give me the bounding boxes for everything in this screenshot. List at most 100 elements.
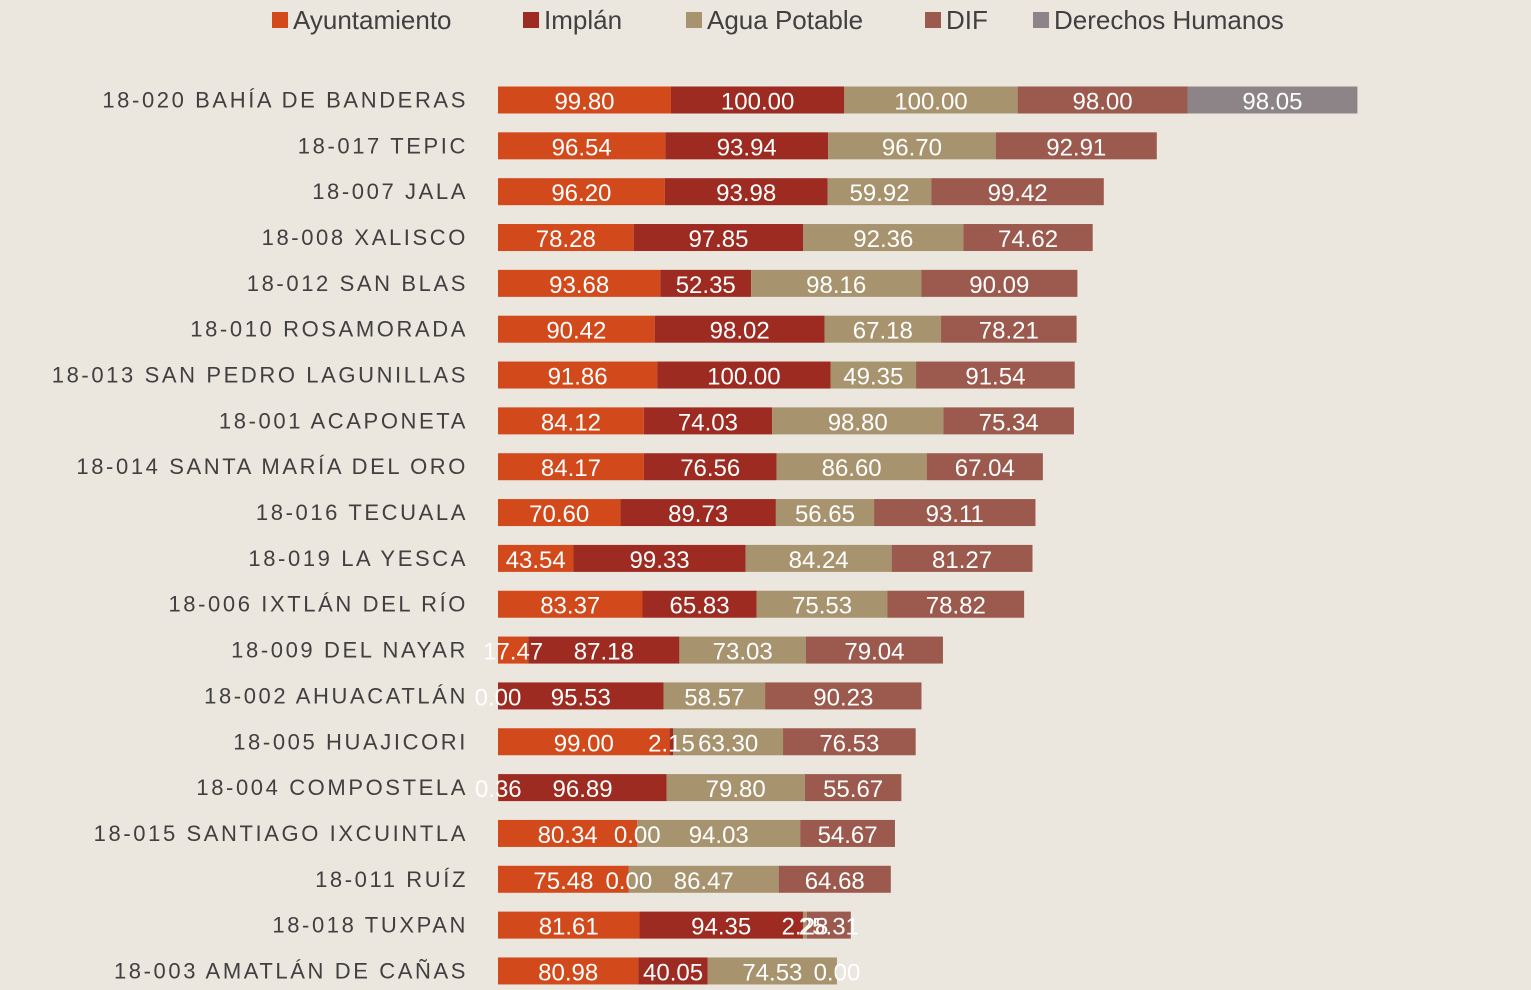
value-label: 100.00 xyxy=(894,89,967,116)
value-label: 97.85 xyxy=(688,226,748,253)
value-label: 100.00 xyxy=(721,89,794,116)
value-label: 79.80 xyxy=(706,776,766,803)
value-label: 0.00 xyxy=(475,684,522,711)
category-label: 18-015 SANTIAGO IXCUINTLA xyxy=(94,821,468,846)
bar-segment xyxy=(926,453,1043,481)
bar-segment xyxy=(498,86,671,114)
bar-segment xyxy=(637,819,801,847)
value-label: 94.03 xyxy=(689,822,749,849)
legend-label: Ayuntamiento xyxy=(293,5,452,35)
bar-segment xyxy=(891,544,1033,572)
category-label: 18-017 TEPIC xyxy=(298,133,468,158)
value-label: 96.89 xyxy=(553,776,613,803)
bar-segment xyxy=(921,269,1078,297)
bar-segment xyxy=(498,774,667,802)
value-label: 90.23 xyxy=(813,684,873,711)
value-label: 70.60 xyxy=(529,501,589,528)
bar-segment xyxy=(800,819,895,847)
value-label: 52.35 xyxy=(676,272,736,299)
bar-segment xyxy=(528,636,680,664)
category-label: 18-011 RUÍZ xyxy=(315,867,468,892)
bar-segment xyxy=(498,819,638,847)
value-label: 73.03 xyxy=(713,639,773,666)
bar-segment xyxy=(963,224,1093,252)
category-label: 18-004 COMPOSTELA xyxy=(196,775,468,800)
bar-segment xyxy=(931,178,1104,206)
value-label: 84.12 xyxy=(541,409,601,436)
bar-segment xyxy=(666,774,805,802)
legend-swatch xyxy=(272,12,288,28)
bar-segment xyxy=(498,315,655,343)
bar-segment xyxy=(643,407,773,435)
category-label: 18-001 ACAPONETA xyxy=(219,408,468,433)
bar-segment xyxy=(830,361,917,389)
value-label: 76.53 xyxy=(819,730,879,757)
legend-swatch xyxy=(523,12,539,28)
value-label: 100.00 xyxy=(707,364,780,391)
value-label: 93.11 xyxy=(926,501,984,528)
value-label: 98.05 xyxy=(1242,89,1302,116)
value-label: 93.68 xyxy=(549,272,609,299)
value-label: 86.60 xyxy=(822,455,882,482)
bar-segment xyxy=(573,544,746,572)
value-label: 96.54 xyxy=(552,134,612,161)
bar-segment xyxy=(498,911,640,939)
value-label: 74.62 xyxy=(998,226,1058,253)
value-label: 58.57 xyxy=(684,684,744,711)
category-label: 18-003 AMATLÁN DE CAÑAS xyxy=(114,958,468,983)
category-label: 18-010 ROSAMORADA xyxy=(190,317,468,342)
value-label: 55.67 xyxy=(823,776,883,803)
bar-segment xyxy=(498,636,529,664)
value-label: 56.65 xyxy=(795,501,855,528)
value-label: 98.80 xyxy=(828,409,888,436)
value-label: 79.04 xyxy=(844,639,904,666)
value-label: 64.68 xyxy=(805,868,865,895)
bar-segment xyxy=(498,682,664,710)
value-label: 25.31 xyxy=(799,914,859,941)
value-label: 17.47 xyxy=(483,639,543,666)
value-label: 43.54 xyxy=(506,547,566,574)
value-label: 84.17 xyxy=(541,455,601,482)
bar-segment xyxy=(498,407,644,435)
value-label: 92.91 xyxy=(1046,134,1106,161)
legend-swatch xyxy=(925,12,941,28)
bar-segment xyxy=(827,178,932,206)
category-label: 18-006 IXTLÁN DEL RÍO xyxy=(168,592,468,617)
value-label: 67.18 xyxy=(853,318,913,345)
bar-segment xyxy=(620,499,776,527)
bar-segment xyxy=(498,957,639,985)
legend-swatch xyxy=(1033,12,1049,28)
value-label: 89.73 xyxy=(668,501,728,528)
bar-segment xyxy=(745,544,892,572)
value-label: 93.98 xyxy=(716,180,776,207)
legend-swatch xyxy=(686,12,702,28)
value-label: 87.18 xyxy=(574,639,634,666)
value-label: 78.28 xyxy=(536,226,596,253)
value-label: 99.00 xyxy=(554,730,614,757)
category-label: 18-008 XALISCO xyxy=(262,225,468,250)
value-label: 78.21 xyxy=(979,318,1039,345)
bar-segment xyxy=(679,636,806,664)
bar-segment xyxy=(628,865,779,893)
value-label: 84.24 xyxy=(789,547,849,574)
bar-segment xyxy=(874,499,1036,527)
bar-segment xyxy=(673,728,784,756)
bar-segment xyxy=(995,132,1157,160)
bar-segment xyxy=(1017,86,1188,114)
legend-label: Derechos Humanos xyxy=(1054,5,1284,35)
value-label: 40.05 xyxy=(643,959,703,986)
value-label: 80.34 xyxy=(538,822,598,849)
value-label: 98.16 xyxy=(806,272,866,299)
value-label: 54.67 xyxy=(818,822,878,849)
legend-label: DIF xyxy=(946,5,988,35)
bar-segment xyxy=(498,178,665,206)
bar-segment xyxy=(805,636,943,664)
category-label: 18-020 BAHÍA DE BANDERAS xyxy=(102,88,468,113)
category-label: 18-007 JALA xyxy=(312,179,468,204)
bar-segment xyxy=(633,224,804,252)
bar-segment xyxy=(642,590,757,618)
bar-segment xyxy=(498,453,644,481)
value-label: 2.15 xyxy=(648,730,695,757)
bar-segment xyxy=(638,957,708,985)
value-label: 90.42 xyxy=(546,318,606,345)
